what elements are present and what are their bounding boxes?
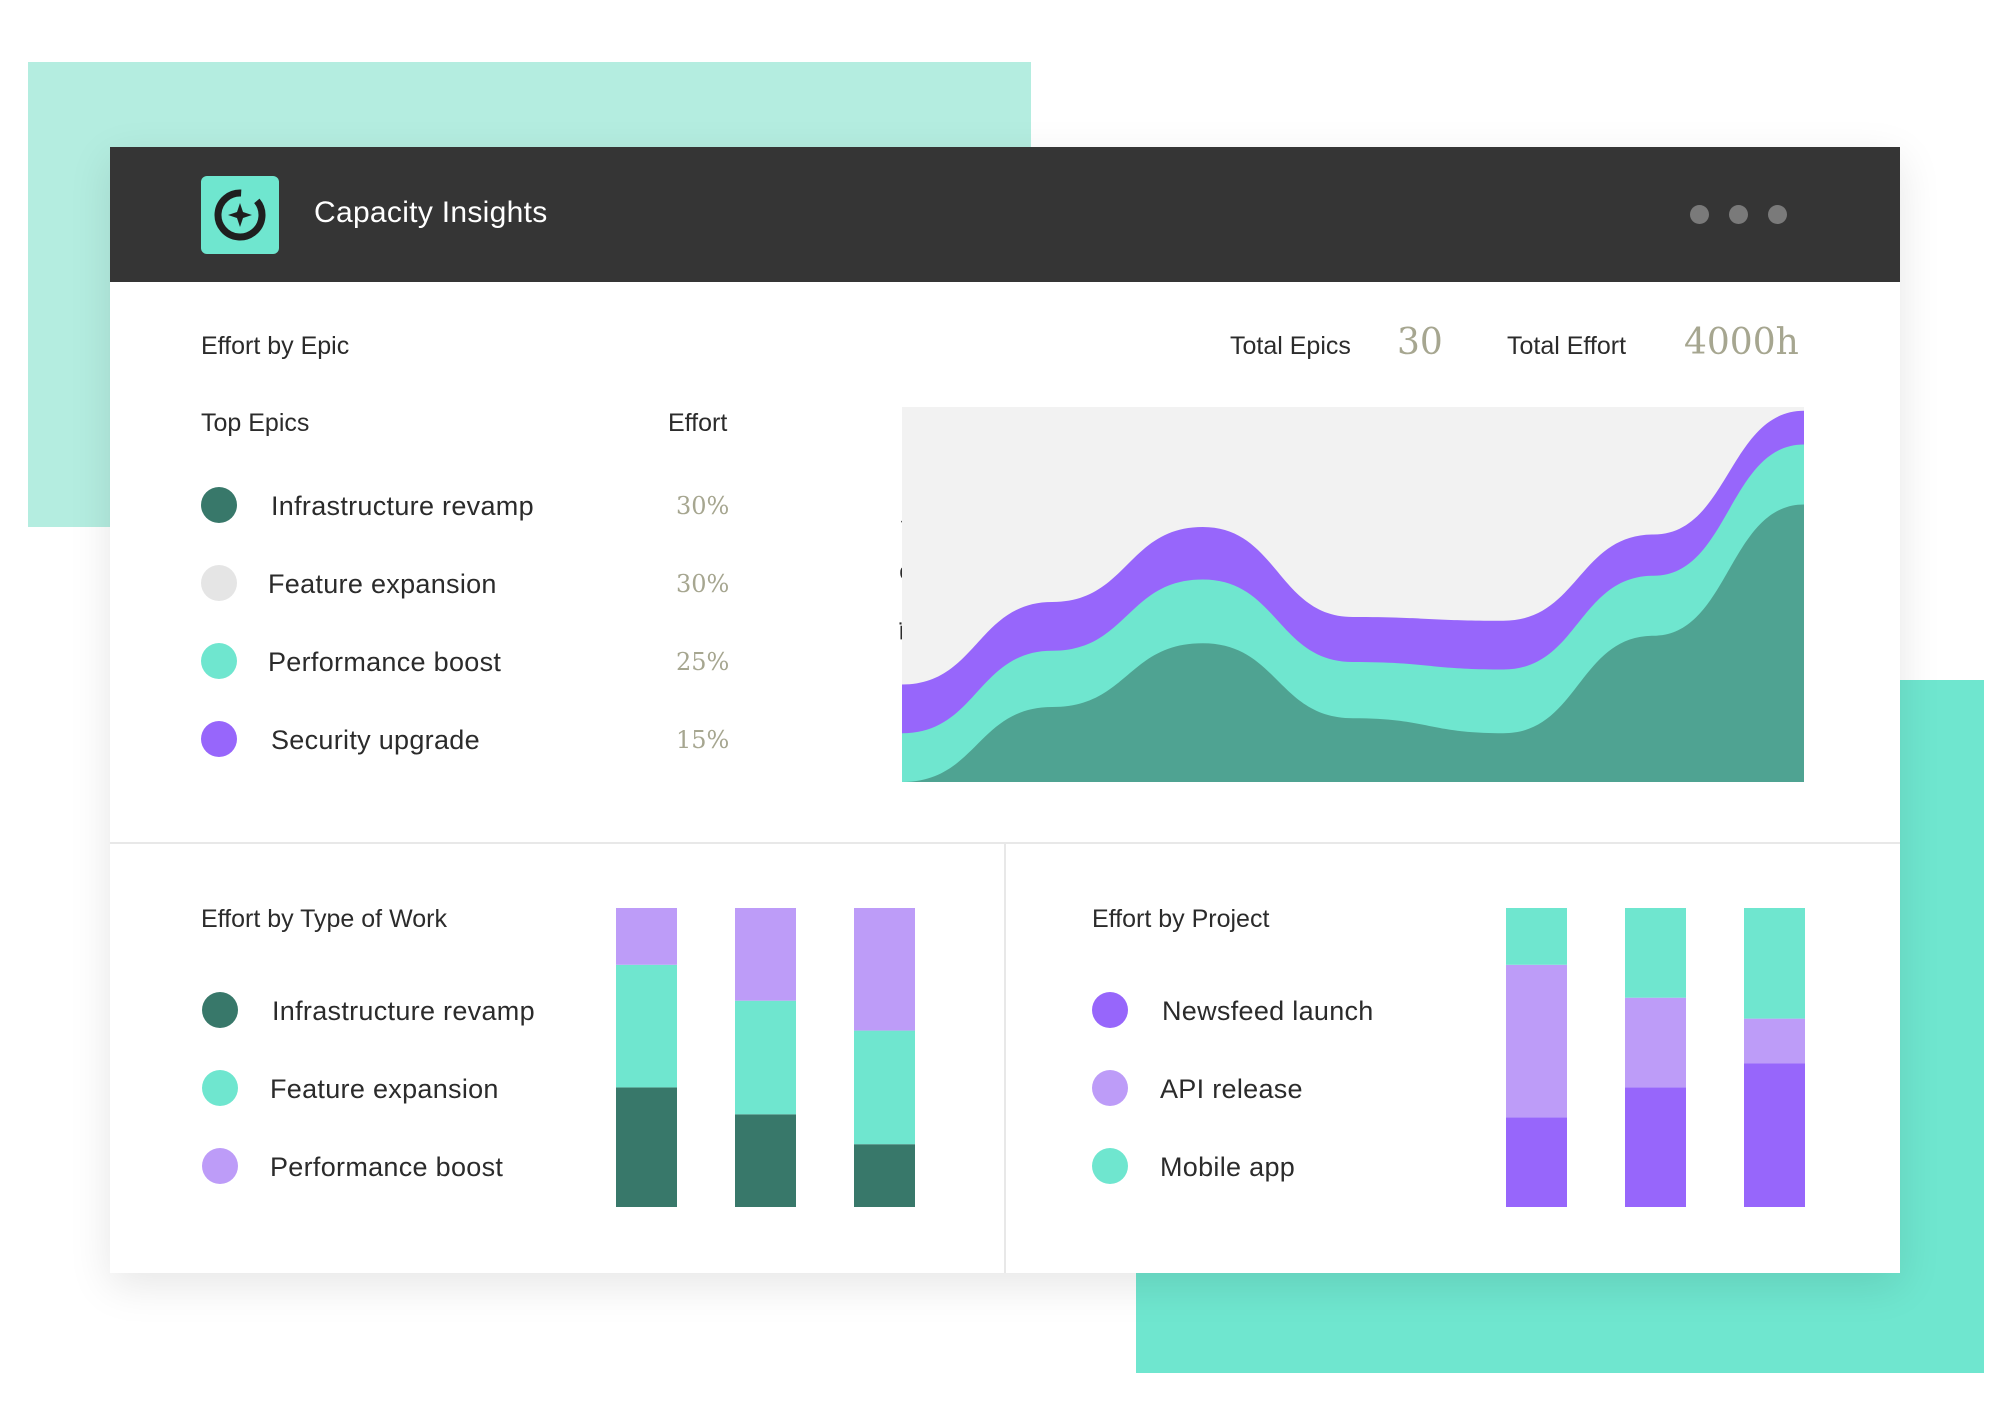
section-divider-vertical [1004,844,1006,1273]
bar-segment-2-2 [854,908,915,1031]
bar-segment-0-0 [616,1087,677,1207]
compass-star-icon[interactable] [201,176,279,254]
effort-by-type-title: Effort by Type of Work [201,905,447,933]
menu-dot [1729,205,1748,224]
bar-segment-1-1 [735,1000,796,1115]
bar-segment-1-2 [1625,908,1686,998]
section-divider-horizontal [110,842,1900,844]
legend-dot [202,1148,238,1184]
effort-by-type-bar-chart [616,908,915,1207]
dashboard-panel: Capacity Insights Effort by Epic Total E… [110,147,1900,1273]
bar-segment-0-0 [1506,1117,1567,1207]
bar-segment-1-0 [735,1114,796,1207]
legend-label: Performance boost [268,647,502,677]
bar-segment-1-2 [735,908,796,1001]
effort-column-header: Effort [668,409,728,437]
legend-label: Feature expansion [270,1074,499,1104]
legend-label: Infrastructure revamp [272,996,535,1026]
effort-by-project-bar-chart [1506,908,1805,1207]
legend-dot [201,565,237,601]
menu-dot [1768,205,1787,224]
legend-label: Feature expansion [268,569,497,599]
legend-dot [202,992,238,1028]
legend-dot [201,487,237,523]
bar-segment-0-2 [616,908,677,965]
legend-dot [1092,992,1128,1028]
bar-segment-0-1 [616,964,677,1088]
menu-dot [1690,205,1709,224]
total-effort-value: 4000h [1684,322,1799,363]
legend-label: Newsfeed launch [1162,996,1374,1026]
total-effort-label: Total Effort [1507,332,1627,360]
total-epics-value: 30 [1397,322,1443,363]
legend-label: Infrastructure revamp [271,491,534,521]
effort-by-project-title: Effort by Project [1092,905,1270,933]
legend-label: API release [1160,1074,1303,1104]
epic-effort-value: 30% [676,492,730,520]
bar-segment-1-1 [1625,997,1686,1088]
top-epics-column-header: Top Epics [201,409,310,437]
legend-label: Performance boost [270,1152,504,1182]
app-title: Capacity Insights [314,196,548,229]
bar-segment-2-0 [854,1144,915,1207]
epic-effort-value: 30% [676,570,730,598]
bar-segment-1-0 [1625,1087,1686,1207]
legend-label: Security upgrade [271,725,480,755]
epic-effort-value: 25% [676,648,730,676]
bar-segment-0-1 [1506,964,1567,1118]
total-epics-label: Total Epics [1230,332,1351,360]
app-header: Capacity Insights [110,147,1900,282]
legend-label: Mobile app [1160,1152,1296,1182]
legend-dot [1092,1148,1128,1184]
effort-by-epic-area-chart [902,407,1804,782]
legend-dot [1092,1070,1128,1106]
bar-segment-2-1 [854,1030,915,1145]
epic-effort-value: 15% [676,726,730,754]
bar-segment-2-2 [1744,908,1805,1019]
legend-dot [201,643,237,679]
bar-segment-2-1 [1744,1018,1805,1064]
bar-segment-2-0 [1744,1063,1805,1207]
effort-by-epic-title: Effort by Epic [201,332,350,360]
legend-dot [201,721,237,757]
legend-dot [202,1070,238,1106]
area-series-0 [902,504,1804,782]
bar-segment-0-2 [1506,908,1567,965]
